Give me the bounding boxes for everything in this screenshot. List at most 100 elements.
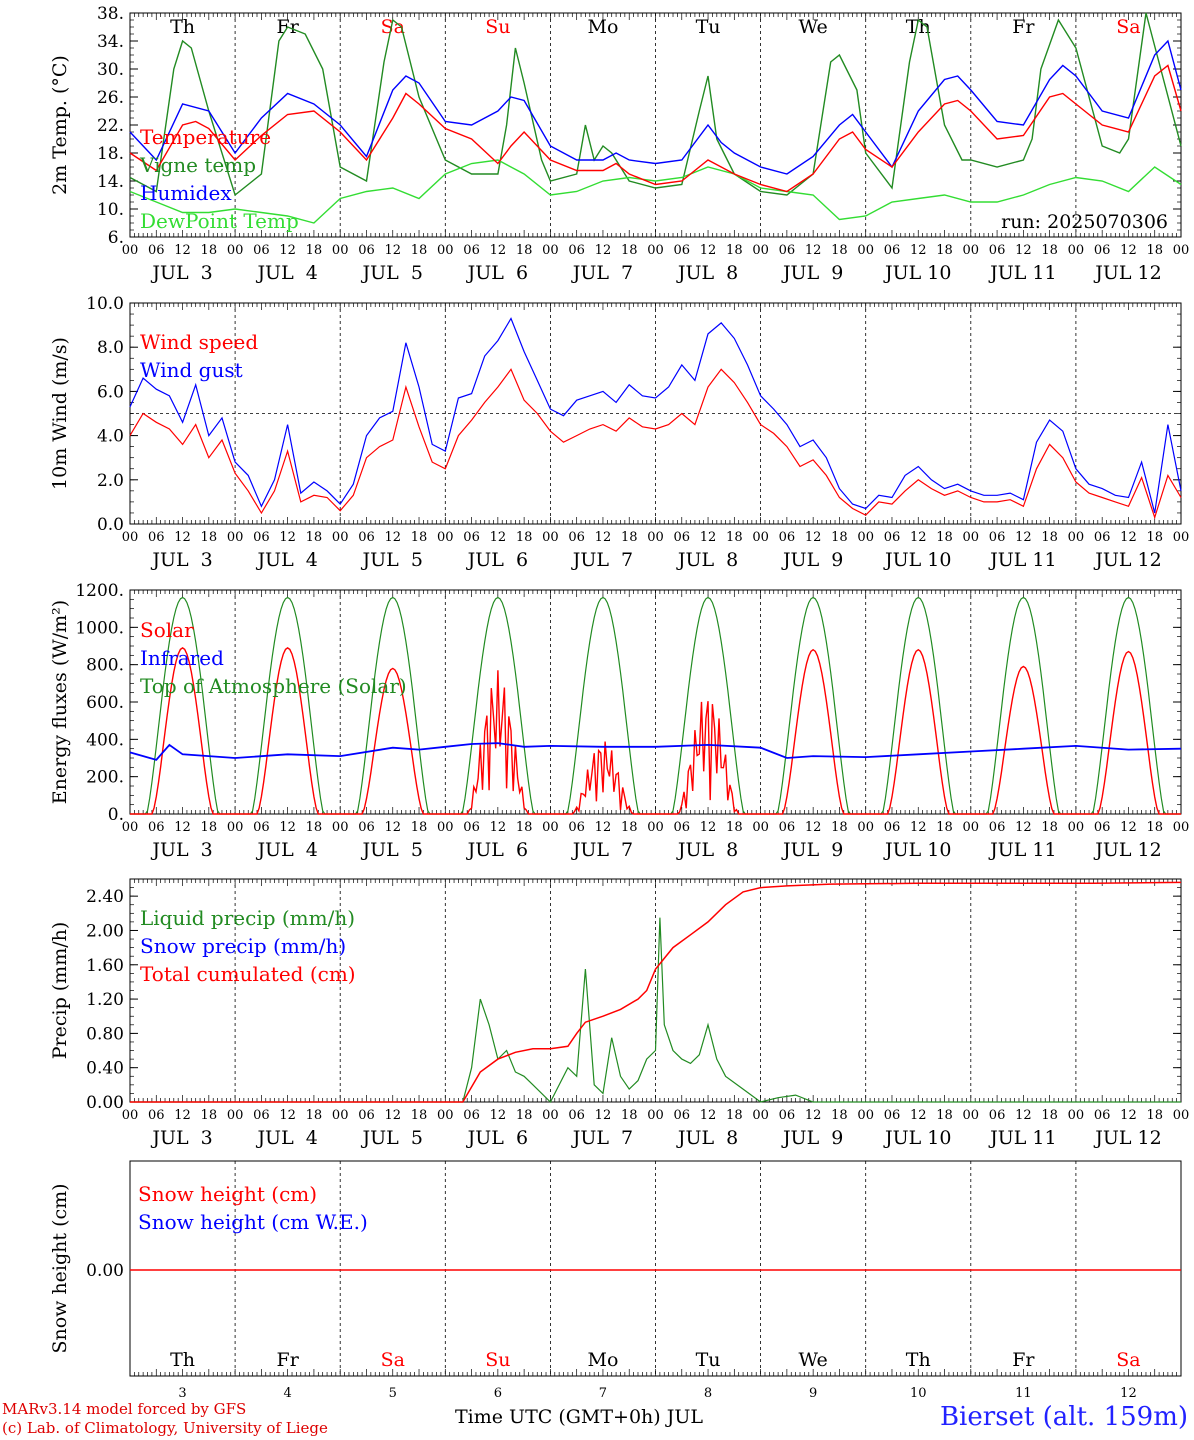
x-hour-tick-label: 00 — [332, 1108, 349, 1123]
x-hour-tick-label: 18 — [1146, 1108, 1163, 1123]
x-hour-tick-label: 12 — [805, 530, 822, 545]
x-hour-tick-label: 00 — [647, 820, 664, 835]
series-line-vigne-temp — [129, 12, 1182, 197]
x-hour-tick-label: 06 — [568, 820, 585, 835]
y-tick-label: 0.00 — [86, 1261, 124, 1281]
x-hour-tick-label: 18 — [1041, 820, 1058, 835]
legend-entry: Infrared — [140, 646, 224, 670]
x-hour-tick-label: 00 — [227, 530, 244, 545]
x-hour-tick-label: 12 — [490, 530, 507, 545]
x-hour-tick-label: 00 — [437, 1108, 454, 1123]
x-hour-tick-label: 18 — [621, 243, 638, 258]
y-tick-label: 0.00 — [86, 1093, 124, 1113]
x-hour-tick-label: 12 — [174, 820, 191, 835]
y-tick-label: 2.0 — [97, 471, 124, 491]
x-day-tick-label: JUL 4 — [255, 1127, 317, 1149]
x-hour-tick-label: 12 — [384, 820, 401, 835]
x-hour-tick-label: 06 — [568, 243, 585, 258]
legend-entry: Wind gust — [140, 358, 243, 382]
x-hour-tick-label: 00 — [752, 530, 769, 545]
weekday-label-top: Sa — [1116, 16, 1140, 38]
y-axis-label-energy: Energy fluxes (W/m²) — [49, 600, 71, 804]
day-number-label: 4 — [284, 1386, 292, 1401]
x-hour-tick-label: 12 — [595, 1108, 612, 1123]
x-day-tick-label: JUL 11 — [988, 549, 1056, 571]
legend-entry: Total cumulated (cm) — [140, 962, 356, 986]
x-hour-tick-label: 06 — [884, 1108, 901, 1123]
x-day-tick-label: JUL 6 — [466, 262, 528, 284]
weekday-label-bottom: Fr — [277, 1349, 300, 1371]
x-hour-tick-label: 06 — [253, 820, 270, 835]
y-tick-label: 6.0 — [97, 382, 124, 402]
x-hour-tick-label: 18 — [936, 243, 953, 258]
x-hour-tick-label: 00 — [857, 243, 874, 258]
legend-entry: Top of Atmosphere (Solar) — [140, 674, 407, 698]
y-axis-label-snow: Snow height (cm) — [49, 1183, 71, 1353]
x-hour-tick-label: 18 — [306, 530, 323, 545]
x-hour-tick-label: 06 — [989, 820, 1006, 835]
weekday-label-bottom: Sa — [1116, 1349, 1140, 1371]
x-hour-tick-label: 12 — [1015, 1108, 1032, 1123]
x-hour-tick-label: 06 — [989, 1108, 1006, 1123]
x-hour-tick-label: 06 — [989, 243, 1006, 258]
x-day-tick-label: JUL 8 — [676, 262, 738, 284]
y-tick-label: 18. — [97, 144, 124, 164]
x-hour-tick-label: 12 — [384, 243, 401, 258]
x-hour-tick-label: 12 — [805, 243, 822, 258]
x-day-tick-label: JUL 5 — [361, 549, 423, 571]
x-day-tick-label: JUL 12 — [1093, 839, 1161, 861]
x-hour-tick-label: 00 — [227, 820, 244, 835]
x-hour-tick-label: 12 — [384, 1108, 401, 1123]
x-hour-tick-label: 00 — [752, 243, 769, 258]
x-hour-tick-label: 06 — [884, 820, 901, 835]
x-hour-tick-label: 06 — [779, 243, 796, 258]
x-day-tick-label: JUL 11 — [988, 262, 1056, 284]
y-tick-label: 14. — [97, 172, 124, 192]
x-hour-tick-label: 00 — [857, 1108, 874, 1123]
series-line-infrared — [129, 742, 1182, 761]
x-hour-tick-label: 06 — [674, 1108, 691, 1123]
legend-entry: Liquid precip (mm/h) — [140, 906, 355, 930]
x-hour-tick-label: 06 — [1094, 530, 1111, 545]
x-hour-tick-label: 12 — [490, 1108, 507, 1123]
x-hour-tick-label: 18 — [516, 1108, 533, 1123]
x-day-tick-label: JUL 4 — [255, 839, 317, 861]
x-hour-tick-label: 12 — [490, 820, 507, 835]
x-hour-tick-label: 06 — [779, 530, 796, 545]
x-hour-tick-label: 12 — [1120, 820, 1137, 835]
legend-entry: Vigne temp — [139, 153, 256, 177]
weekday-label-top: Fr — [1012, 16, 1035, 38]
x-hour-tick-label: 18 — [516, 530, 533, 545]
legend-entry: Humidex — [140, 181, 232, 205]
x-hour-tick-label: 18 — [1146, 243, 1163, 258]
x-hour-tick-label: 12 — [1015, 820, 1032, 835]
x-hour-tick-label: 18 — [411, 530, 428, 545]
x-day-tick-label: JUL 7 — [571, 1127, 633, 1149]
x-hour-tick-label: 06 — [463, 1108, 480, 1123]
panel-frame-energy — [129, 589, 1182, 815]
x-hour-tick-label: 00 — [647, 1108, 664, 1123]
legend-entry: DewPoint Temp — [140, 209, 299, 233]
x-hour-tick-label: 06 — [463, 530, 480, 545]
x-hour-tick-label: 00 — [1068, 530, 1085, 545]
x-hour-tick-label: 00 — [542, 243, 559, 258]
x-hour-tick-label: 18 — [936, 820, 953, 835]
x-hour-tick-label: 00 — [437, 243, 454, 258]
weekday-label-bottom: We — [799, 1349, 828, 1371]
x-hour-tick-label: 12 — [1015, 530, 1032, 545]
series-line-wind-speed — [129, 368, 1182, 520]
x-hour-tick-label: 00 — [542, 820, 559, 835]
x-hour-tick-label: 06 — [674, 243, 691, 258]
series-line-solar — [130, 647, 1181, 815]
x-hour-tick-label: 00 — [857, 530, 874, 545]
x-hour-tick-label: 06 — [358, 820, 375, 835]
x-hour-tick-label: 18 — [201, 530, 218, 545]
legend-entry: Snow precip (mm/h) — [140, 934, 346, 958]
x-hour-tick-label: 06 — [148, 820, 165, 835]
y-tick-label: 10.0 — [86, 294, 124, 314]
x-hour-tick-label: 18 — [306, 1108, 323, 1123]
x-hour-tick-label: 12 — [490, 243, 507, 258]
y-tick-label: 200. — [86, 768, 124, 788]
weekday-label-bottom: Tu — [696, 1349, 721, 1371]
